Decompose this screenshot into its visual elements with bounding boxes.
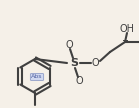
Text: O: O [65,40,73,50]
Text: S: S [70,58,78,68]
Text: O: O [75,76,83,86]
Text: OH: OH [120,24,135,34]
Text: Abs: Abs [31,75,43,79]
Text: O: O [91,58,99,68]
